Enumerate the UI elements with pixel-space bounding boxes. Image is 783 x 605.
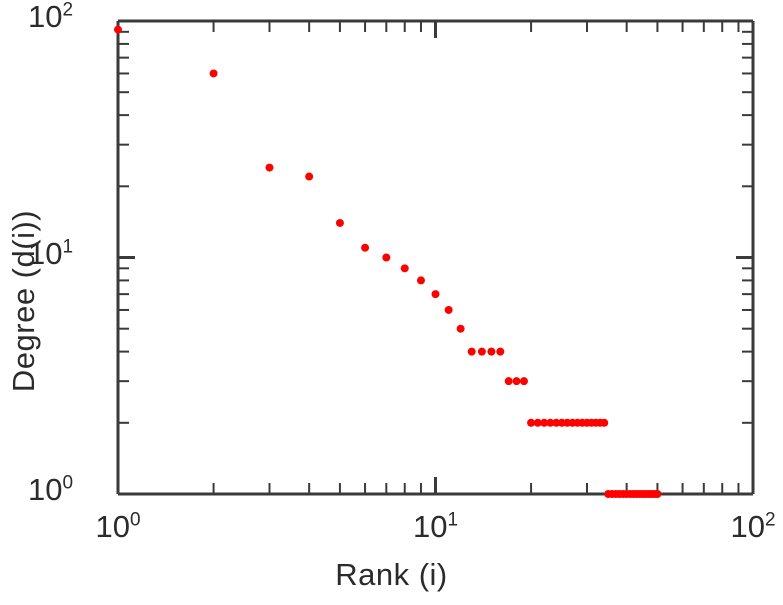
- data-point: [546, 418, 555, 427]
- data-point: [487, 347, 496, 356]
- x-axis-label: Rank (i): [335, 557, 448, 592]
- data-point: [533, 418, 542, 427]
- data-point: [265, 163, 274, 172]
- data-point: [444, 305, 453, 314]
- x-tick-label-0: 100: [95, 509, 141, 544]
- y-tick-label-2: 102: [28, 0, 74, 34]
- data-point: [512, 377, 521, 386]
- axes-frame: [116, 19, 755, 496]
- data-points: [114, 25, 662, 498]
- y-tick-label-1: 101: [28, 235, 74, 271]
- data-point: [477, 347, 486, 356]
- y-axis-label: Degree (d(i)): [6, 209, 41, 393]
- data-point: [527, 418, 536, 427]
- data-point: [416, 276, 425, 285]
- data-point: [431, 290, 440, 299]
- data-point: [520, 377, 529, 386]
- data-point: [653, 490, 662, 498]
- axis-ticks: [116, 19, 755, 496]
- data-point: [467, 347, 476, 356]
- x-tick-label-2: 102: [730, 509, 776, 544]
- data-point: [600, 418, 609, 427]
- data-point: [305, 172, 314, 181]
- data-point: [382, 253, 391, 262]
- data-point: [552, 418, 561, 427]
- x-tick-label-1: 101: [412, 509, 459, 544]
- data-point: [335, 218, 344, 227]
- y-tick-label-0: 100: [28, 472, 74, 507]
- data-point: [209, 69, 218, 78]
- data-point: [540, 418, 549, 427]
- data-point: [114, 25, 122, 34]
- data-point: [504, 377, 513, 386]
- data-point: [361, 243, 370, 252]
- data-point: [456, 324, 465, 333]
- data-point: [496, 347, 505, 356]
- data-point: [400, 264, 409, 273]
